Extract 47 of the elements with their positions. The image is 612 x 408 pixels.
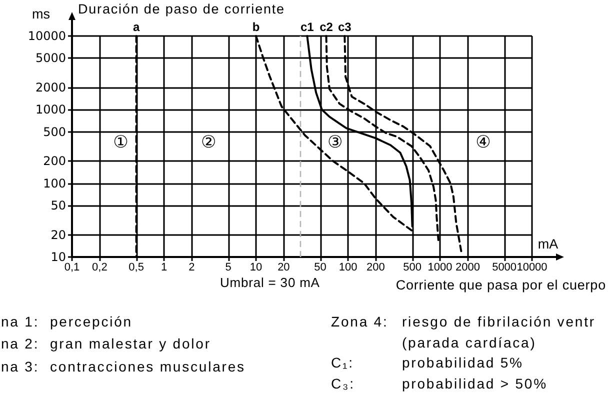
text: na 3: contracciones musculares — [1, 358, 246, 374]
text: C₃: probabilidad > 50% — [331, 375, 548, 392]
text: ms — [32, 6, 50, 22]
y-tick-label: 10000 — [28, 29, 66, 43]
y-tick-label: 2000 — [35, 80, 66, 94]
x-tick-label: 1 — [160, 262, 168, 274]
y-tick-label: 50 — [50, 198, 66, 213]
x-tick-label: 10000 — [516, 262, 548, 274]
y-axis-title: Duración de paso de corriente — [78, 2, 285, 18]
series-label: c1 — [300, 20, 314, 34]
x-tick-label: 50 — [314, 262, 326, 274]
x-tick-label: 5000 — [492, 262, 517, 274]
text: na 2: gran malestar y dolor — [1, 336, 211, 352]
text: (parada cardíaca) — [402, 334, 536, 350]
text: mA — [538, 236, 558, 252]
y-tick-label: 100 — [43, 176, 66, 190]
x-tick-label: 2000 — [455, 262, 480, 274]
x-tick-label: 5 — [225, 262, 232, 274]
annotation: ① — [113, 132, 128, 153]
x-tick-label: 500 — [403, 262, 422, 274]
y-tick-label: 20 — [50, 228, 66, 242]
x-tick-label: 0,5 — [128, 262, 144, 274]
x-tick-label: 100 — [338, 262, 358, 274]
series-label: c3 — [338, 20, 352, 34]
x-tick-label: 20 — [278, 262, 290, 274]
x-tick-label: 200 — [366, 262, 385, 274]
x-tick-label: 2 — [188, 262, 195, 274]
series-label: c2 — [320, 20, 334, 34]
annotation: ③ — [327, 132, 343, 153]
x-tick-label: 1000 — [428, 262, 452, 274]
series-label: b — [252, 20, 260, 34]
annotation: ④ — [476, 132, 491, 153]
series-label: a — [132, 20, 140, 34]
text: na 1: percepción — [1, 313, 132, 330]
y-tick-label: 500 — [43, 124, 66, 139]
y-tick-label: 200 — [43, 154, 66, 168]
x-tick-label: 0,2 — [92, 262, 108, 274]
annotation: ② — [200, 132, 216, 153]
x-tick-label: 10 — [250, 262, 262, 274]
y-tick-label: 1000 — [35, 102, 66, 117]
text: Zona 4: riesgo de fibrilación ventr — [331, 313, 596, 330]
ref-line-label: Umbral = 30 mA — [220, 274, 320, 290]
x-tick-label: 0,1 — [64, 262, 80, 274]
y-tick-label: 5000 — [35, 51, 66, 66]
x-axis-title: Corriente que pasa por el cuerpo — [396, 278, 606, 294]
text: C₁: probabilidad 5% — [331, 354, 524, 371]
y-tick-label: 10 — [50, 250, 66, 264]
